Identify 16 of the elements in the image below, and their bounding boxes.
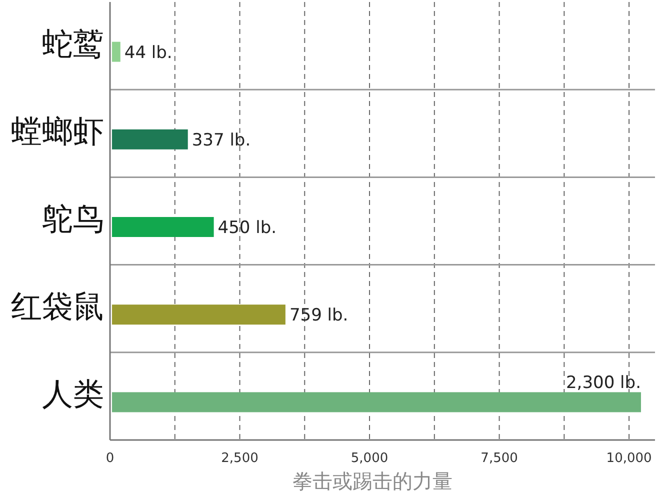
x-tick-label: 2,500 xyxy=(221,451,258,466)
y-tick-label: 蛇鹫 xyxy=(42,26,104,62)
x-tick-label: 5,000 xyxy=(350,451,388,466)
x-tick-label: 0 xyxy=(106,451,114,466)
x-tick-label: 7,500 xyxy=(480,451,518,466)
x-tick-label: 10,000 xyxy=(606,451,652,466)
annotation: 2,300 lb. xyxy=(566,373,641,394)
y-tick-label: 鸵鸟 xyxy=(42,201,104,238)
y-tick-label: 红袋鼠 xyxy=(11,289,104,326)
annotation: 450 lb. xyxy=(218,218,277,238)
y-tick-label: 螳螂虾 xyxy=(11,114,104,150)
y-tick-label: 人类 xyxy=(42,376,104,413)
annotation: 44 lb. xyxy=(124,42,172,63)
annotation: 337 lb. xyxy=(192,130,251,150)
x-axis-title: 拳击或踢击的力量 xyxy=(292,469,452,493)
annotation: 759 lb. xyxy=(289,306,348,326)
